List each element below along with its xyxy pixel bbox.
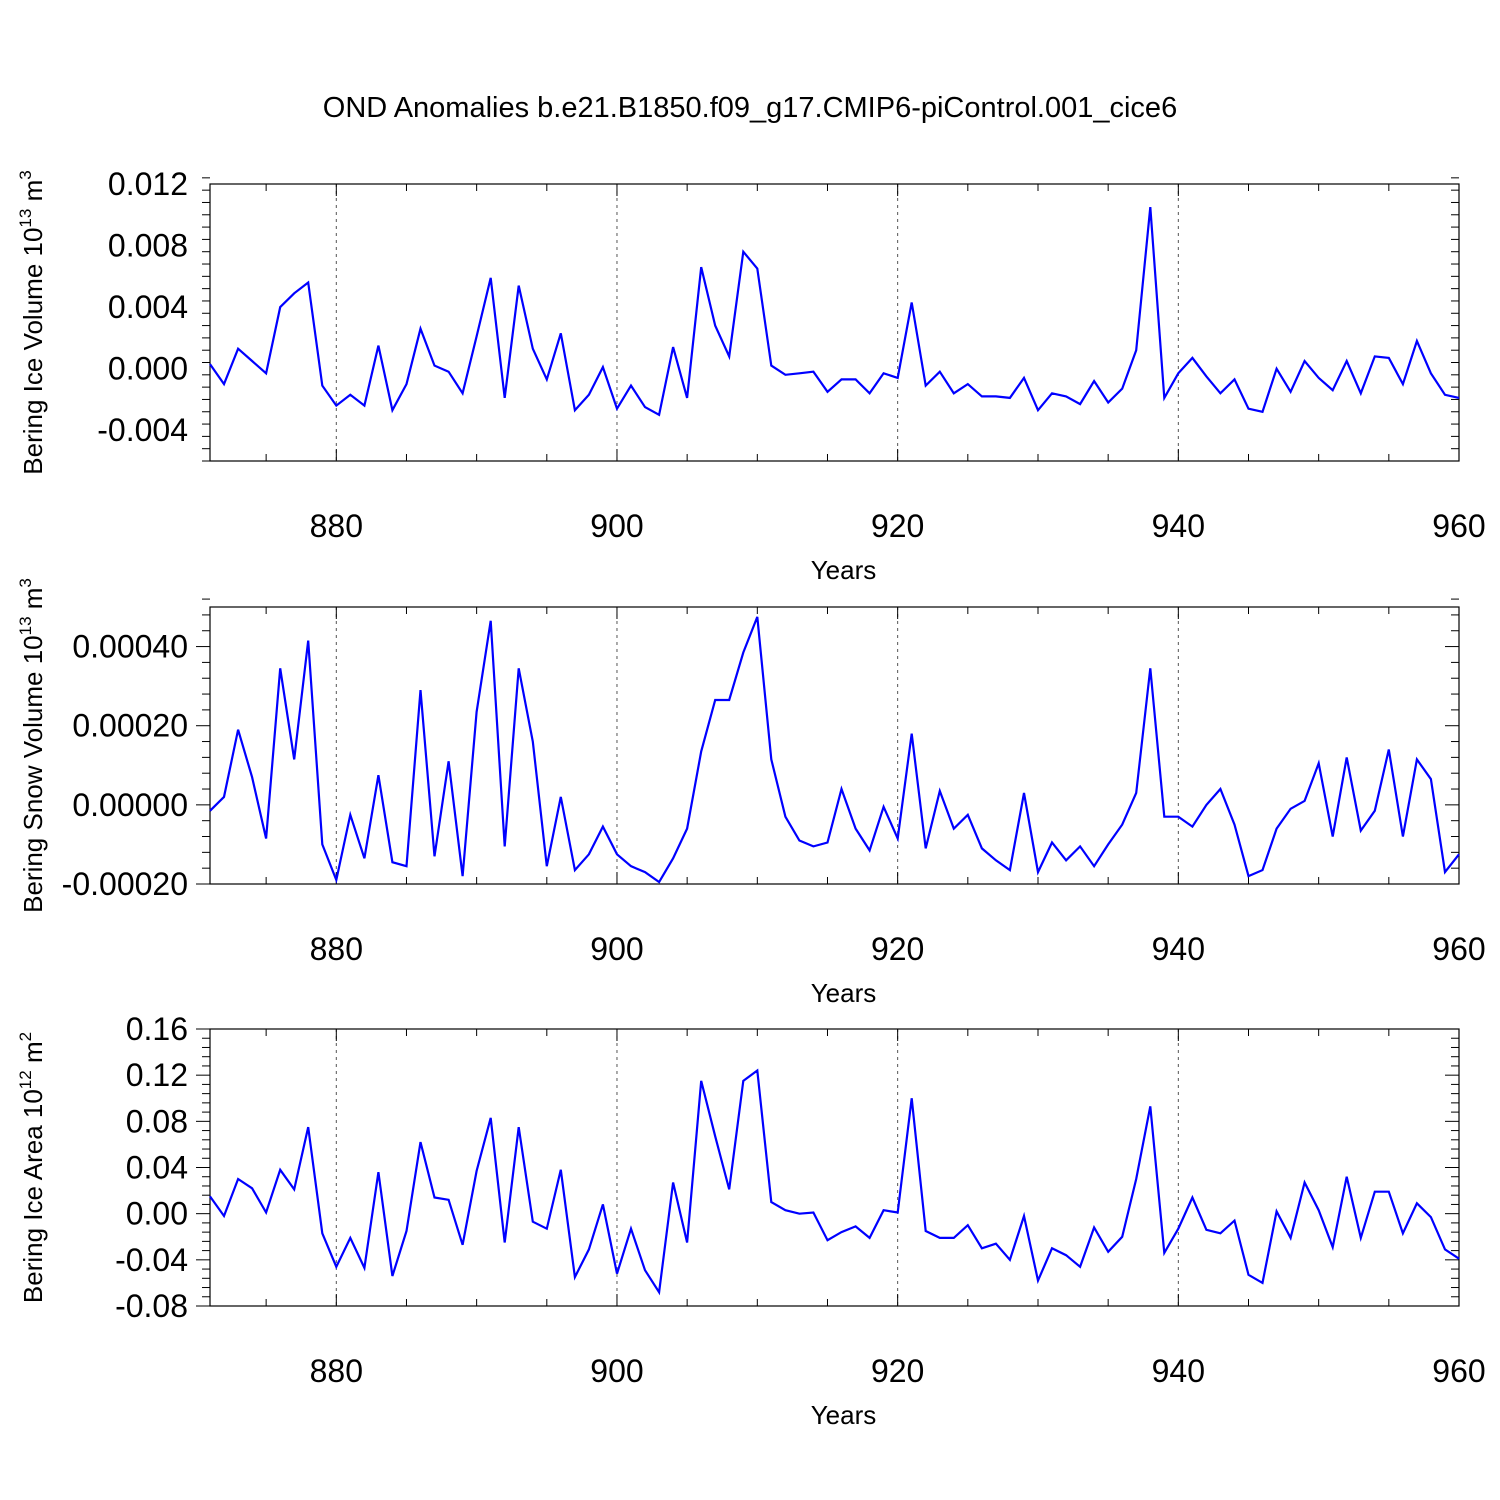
x-tick-label: 920 — [871, 931, 924, 967]
x-tick-label: 940 — [1152, 931, 1205, 967]
y-tick-label: 0.012 — [108, 166, 188, 202]
y-tick-label: 0.00040 — [72, 629, 188, 665]
x-tick-label: 960 — [1432, 508, 1485, 544]
y-axis-label: Bering Ice Volume 1013 m3 — [16, 170, 48, 474]
x-tick-label: 900 — [590, 931, 643, 967]
x-tick-label: 960 — [1432, 1353, 1485, 1389]
x-axis-label: Years — [811, 1400, 877, 1430]
y-tick-label: 0.12 — [126, 1057, 188, 1093]
x-tick-label: 880 — [310, 508, 363, 544]
chart-panel-2: -0.00020 0.00000 0.00020 0.00040 880 900 920 94… — [16, 578, 1486, 1008]
x-tick-label: 960 — [1432, 931, 1485, 967]
y-tick-label: 0.08 — [126, 1103, 188, 1139]
y-tick-label: -0.00020 — [62, 866, 188, 902]
y-tick-label: -0.04 — [115, 1242, 188, 1278]
x-tick-label: 920 — [871, 508, 924, 544]
plot-frame — [209, 1028, 1460, 1307]
y-tick-label: 0.00000 — [72, 787, 188, 823]
y-tick-label: -0.004 — [97, 412, 188, 448]
plot-frame — [209, 606, 1460, 885]
x-tick-label: 880 — [310, 1353, 363, 1389]
y-tick-label: 0.04 — [126, 1150, 188, 1186]
chart-title: OND Anomalies b.e21.B1850.f09_g17.CMIP6-… — [322, 92, 1178, 124]
y-tick-label: 0.00020 — [72, 708, 188, 744]
y-tick-label: 0.00 — [126, 1196, 188, 1232]
y-tick-label: 0.000 — [108, 351, 188, 387]
x-axis-label: Years — [811, 555, 877, 585]
x-tick-label: 900 — [590, 508, 643, 544]
series-line-1 — [209, 616, 1460, 884]
chart-panel-1: -0.004 0.000 0.004 0.008 0.012 880 900 920 940 96… — [16, 166, 1486, 585]
x-tick-label: 920 — [871, 1353, 924, 1389]
x-tick-label: 880 — [310, 931, 363, 967]
series-line-1 — [209, 1068, 1460, 1296]
chart-panel-3: -0.08 -0.04 0.00 0.04 0.08 0.12 0.16 880 900 920 9… — [16, 1011, 1486, 1430]
x-tick-label: 940 — [1152, 1353, 1205, 1389]
x-tick-label: 940 — [1152, 508, 1205, 544]
y-tick-label: 0.008 — [108, 228, 188, 264]
y-tick-label: 0.004 — [108, 289, 188, 325]
x-axis-label: Years — [811, 978, 877, 1008]
y-tick-label: 0.16 — [126, 1011, 188, 1047]
x-tick-label: 900 — [590, 1353, 643, 1389]
y-axis-label: Bering Ice Area 1012 m2 — [16, 1032, 48, 1303]
y-axis-label: Bering Snow Volume 1013 m3 — [16, 578, 48, 913]
plot-frame — [209, 183, 1460, 462]
y-tick-label: -0.08 — [115, 1288, 188, 1324]
series-line-1 — [209, 206, 1460, 417]
